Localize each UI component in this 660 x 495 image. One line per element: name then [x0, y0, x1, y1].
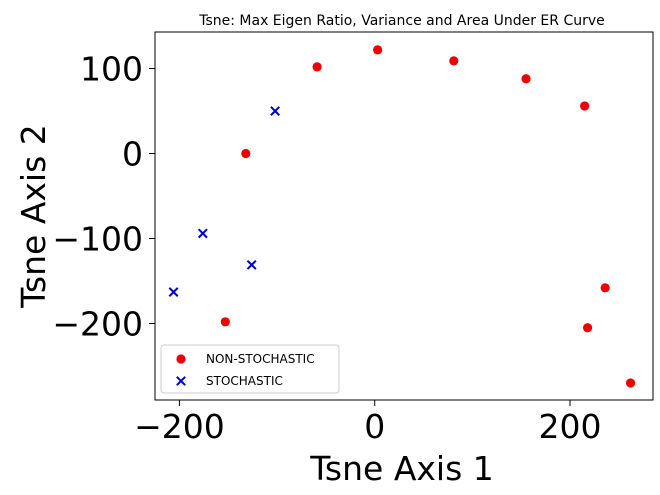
- plot-area: [168, 45, 636, 388]
- x-tick-label-0: −200: [134, 407, 225, 446]
- data-point-1-3: [168, 287, 179, 297]
- data-point-1-2: [246, 259, 257, 270]
- legend-label-1: STOCHASTIC: [206, 374, 283, 388]
- legend-box: [160, 344, 340, 394]
- data-point-0-0: [373, 45, 383, 55]
- data-point-1-1: [197, 228, 208, 239]
- data-point-0-7: [220, 317, 230, 327]
- y-tick-label-1: −100: [52, 220, 143, 259]
- y-tick-label-3: 100: [80, 50, 143, 89]
- y-axis-label: Tsne Axis 2: [14, 124, 53, 309]
- data-point-0-1: [449, 56, 459, 66]
- x-axis-ticks: −200 0 200: [134, 400, 602, 446]
- data-point-0-9: [625, 378, 636, 388]
- legend-label-0: NON-STOCHASTIC: [206, 352, 315, 366]
- x-axis-label: Tsne Axis 1: [309, 449, 494, 488]
- data-point-0-8: [582, 323, 593, 333]
- legend: NON-STOCHASTIC STOCHASTIC: [160, 344, 340, 394]
- y-tick-label-2: 0: [122, 135, 143, 174]
- data-point-0-6: [600, 283, 610, 293]
- data-point-0-4: [580, 101, 590, 111]
- data-point-0-3: [521, 74, 531, 84]
- y-axis-ticks: −200 −100 0 100: [52, 50, 155, 344]
- data-point-0-2: [312, 62, 322, 72]
- plot-frame: [154, 31, 654, 401]
- x-tick-label-2: 200: [539, 407, 602, 446]
- y-tick-label-0: −200: [52, 305, 143, 344]
- x-tick-label-1: 0: [364, 407, 385, 446]
- data-point-0-5: [241, 148, 251, 159]
- chart-title: Tsne: Max Eigen Ratio, Variance and Area…: [198, 13, 605, 29]
- legend-marker-0: [176, 354, 186, 364]
- legend-marker-1: [176, 376, 186, 386]
- data-point-1-0: [270, 106, 281, 116]
